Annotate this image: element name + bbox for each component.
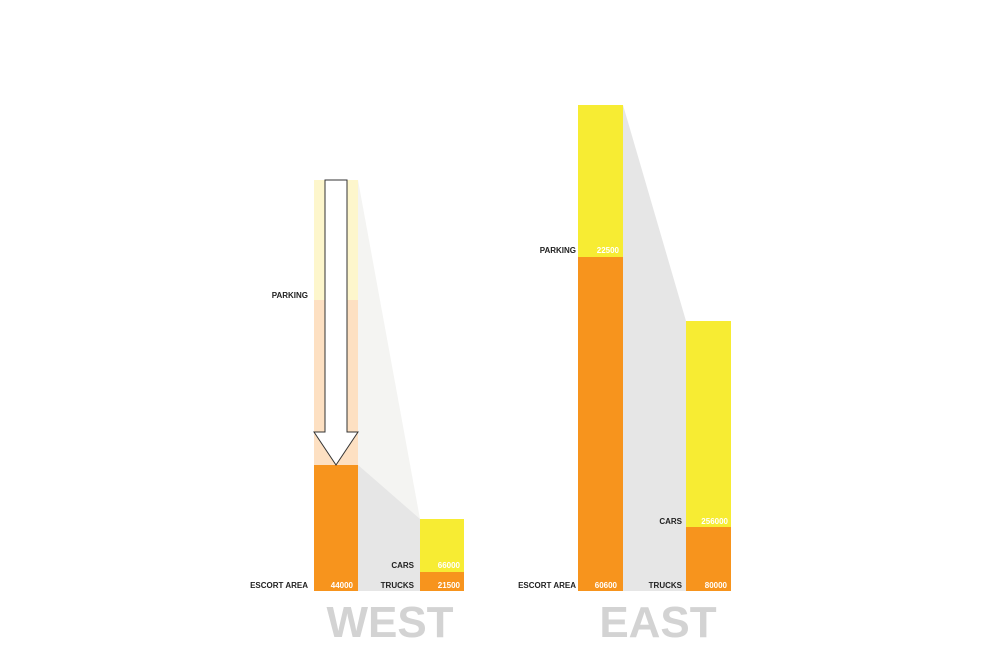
label: TRUCKS bbox=[381, 581, 415, 590]
cars-segment bbox=[686, 321, 731, 527]
label: CARS bbox=[391, 561, 414, 570]
label: CARS bbox=[659, 517, 682, 526]
label: TRUCKS bbox=[649, 581, 683, 590]
label: ESCORT AREA bbox=[250, 581, 308, 590]
value: 21500 bbox=[438, 581, 461, 590]
value: 256000 bbox=[701, 517, 728, 526]
parking-segment bbox=[578, 105, 623, 257]
label: PARKING bbox=[540, 246, 576, 255]
trucks-segment bbox=[420, 572, 464, 591]
value: 22500 bbox=[597, 246, 620, 255]
connector bbox=[623, 105, 686, 591]
value: 44000 bbox=[331, 581, 354, 590]
connector bbox=[358, 465, 420, 591]
panel-title: WEST bbox=[326, 598, 453, 647]
trucks-segment bbox=[686, 527, 731, 591]
panel-title: EAST bbox=[599, 598, 716, 647]
value: 60600 bbox=[595, 581, 618, 590]
label: ESCORT AREA bbox=[518, 581, 576, 590]
value: 80000 bbox=[705, 581, 728, 590]
arrow bbox=[313, 179, 359, 466]
cars-segment bbox=[420, 519, 464, 572]
escort-segment bbox=[314, 465, 358, 591]
escort-segment bbox=[578, 257, 623, 591]
label: PARKING bbox=[272, 291, 308, 300]
value: 66000 bbox=[438, 561, 461, 570]
